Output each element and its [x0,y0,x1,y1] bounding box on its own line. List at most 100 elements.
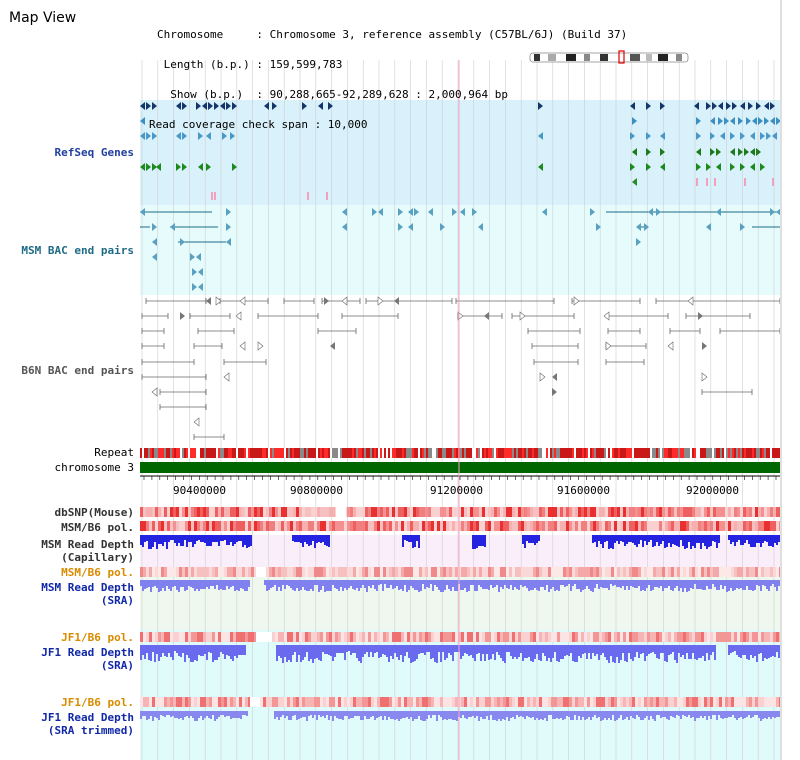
polymorphism-cell [776,697,779,707]
jf1-depth-trimmed-label[interactable]: JF1 Read Depth (SRA trimmed) [41,711,134,737]
polymorphism-cell [377,632,380,642]
b6n-bac-label[interactable]: B6N BAC end pairs [21,364,134,377]
repeat-element [748,448,750,458]
read-depth-bar [394,711,396,720]
read-depth-bar [630,645,632,659]
read-depth-bar [580,711,582,720]
msm-depth-capillary-label[interactable]: MSM Read Depth (Capillary) [41,538,134,564]
read-depth-bar [440,580,442,592]
b6n-bac-track[interactable] [141,296,781,440]
read-depth-bar [366,711,368,719]
read-depth-bar [308,535,310,546]
polymorphism-cell [485,697,488,707]
read-depth-bar [668,711,670,720]
polymorphism-cell [380,567,383,577]
read-depth-bar [394,580,396,588]
polymorphism-cell [191,567,194,577]
read-depth-bar [502,711,504,719]
polymorphism-cell [407,567,410,577]
polymorphism-cell [545,521,548,531]
polymorphism-cell [680,697,683,707]
msm-bac-label[interactable]: MSM BAC end pairs [21,244,134,257]
jf1-depth-label[interactable]: JF1 Read Depth (SRA) [41,646,134,672]
polymorphism-cell [140,632,143,642]
read-depth-bar [220,645,222,652]
msm-pol-label[interactable]: MSM/B6 pol. [61,521,134,534]
read-depth-bar [490,580,492,585]
polymorphism-cell [752,697,755,707]
read-depth-bar [146,645,148,653]
read-depth-bar [150,535,152,549]
read-depth-bar [318,535,320,542]
polymorphism-cell [389,521,392,531]
polymorphism-cell [419,507,422,517]
read-depth-tracks[interactable] [140,535,780,721]
read-depth-bar [456,711,458,721]
polymorphism-cell [398,632,401,642]
jf1-pol-label[interactable]: JF1/B6 pol. [61,631,134,644]
polymorphism-cell [413,521,416,531]
polymorphism-cell [269,567,272,577]
polymorphism-cell [725,507,728,517]
strand-arrow-icon [226,208,231,216]
read-depth-bar [778,535,780,542]
read-depth-bar [764,711,766,718]
read-depth-bar [234,535,236,544]
msm-depth-sra-label[interactable]: MSM Read Depth (SRA) [41,581,134,607]
strand-arrow-icon [660,163,665,171]
polymorphism-cell [602,567,605,577]
chromosome-ideogram[interactable] [529,50,689,64]
polymorphism-cell [659,507,662,517]
read-depth-bar [688,535,690,542]
polymorphism-tracks[interactable] [140,507,782,707]
read-depth-bar [264,580,266,585]
repeat-element [330,448,332,458]
repeat-element [678,448,680,458]
polymorphism-cell [680,521,683,531]
read-depth-bar [662,711,664,717]
polymorphism-cell [266,507,269,517]
jf1-pol-trimmed-label[interactable]: JF1/B6 pol. [61,696,134,709]
polymorphism-cell [398,697,401,707]
polymorphism-cell [353,567,356,577]
repeat-element [438,448,440,458]
polymorphism-cell [245,567,248,577]
refseq-genes-track[interactable] [140,102,781,200]
polymorphism-cell [311,697,314,707]
read-depth-bar [148,535,150,549]
read-depth-bar [290,645,292,662]
polymorphism-cell [401,567,404,577]
read-depth-bar [426,711,428,719]
read-depth-bar [282,711,284,715]
polymorphism-cell [686,507,689,517]
repeat-element [506,448,508,458]
read-depth-bar [520,645,522,653]
read-depth-bar [476,645,478,654]
polymorphism-cell [758,521,761,531]
polymorphism-cell [167,697,170,707]
repeat-track[interactable] [140,448,780,458]
dbsnp-label[interactable]: dbSNP(Mouse) [54,506,134,519]
repeat-element [246,448,248,458]
refseq-label[interactable]: RefSeq Genes [54,146,134,159]
polymorphism-cell [428,697,431,707]
read-depth-bar [142,645,144,655]
msm-bac-track[interactable] [140,208,781,291]
read-depth-bar [240,711,242,719]
read-depth-bar [516,580,518,589]
strand-arrow-icon [152,132,157,140]
polymorphism-cell [278,507,281,517]
read-depth-bar [222,580,224,590]
read-depth-bar [156,645,158,654]
read-depth-bar [466,580,468,592]
strand-arrow-icon [646,148,651,156]
repeat-element [690,448,692,458]
read-depth-bar [454,580,456,591]
repeat-element [734,448,736,458]
msm-pol-sra-label[interactable]: MSM/B6 pol. [61,566,134,579]
repeat-element [322,448,324,458]
polymorphism-cell [560,521,563,531]
polymorphism-cell [521,697,524,707]
polymorphism-cell [545,567,548,577]
